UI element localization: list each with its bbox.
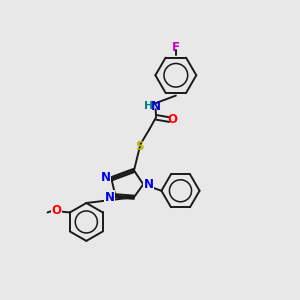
- Text: S: S: [135, 140, 144, 153]
- Text: N: N: [151, 100, 160, 113]
- Text: N: N: [100, 171, 111, 184]
- Text: H: H: [145, 101, 154, 112]
- Text: O: O: [51, 204, 61, 217]
- Text: O: O: [167, 113, 177, 126]
- Text: N: N: [105, 190, 115, 203]
- Text: N: N: [143, 178, 153, 191]
- Text: F: F: [172, 41, 180, 54]
